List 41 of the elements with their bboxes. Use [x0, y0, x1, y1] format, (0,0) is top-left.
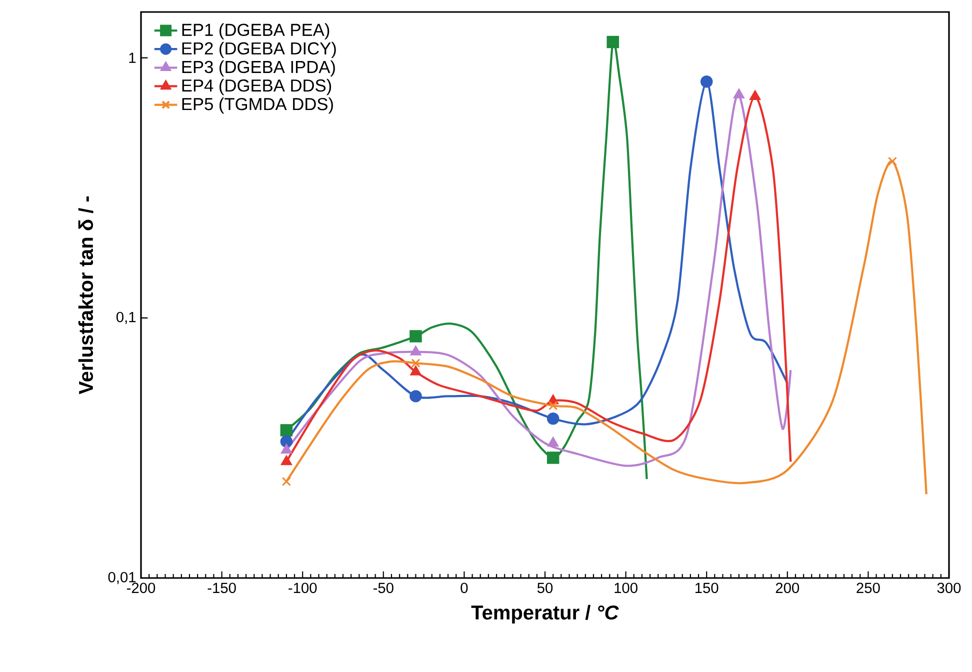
point — [410, 346, 422, 356]
point — [734, 88, 744, 98]
point — [410, 366, 422, 376]
x-tick-label: 300 — [937, 582, 961, 594]
point — [548, 401, 558, 410]
y-tick-label: 0,01 — [108, 572, 136, 584]
point — [546, 452, 560, 464]
point — [410, 330, 422, 342]
point — [411, 358, 420, 368]
point — [750, 90, 760, 100]
x-tick-label: -200 — [126, 582, 156, 594]
x-tick-label: 200 — [776, 582, 800, 594]
x-axis-title: Temperatur / °C — [471, 604, 619, 624]
y-tick-label: 1 — [129, 52, 136, 63]
legend-label: EP3 (DGEBA IPDA) — [182, 60, 335, 77]
y-axis-title: Verlustfaktor tan δ / - — [78, 196, 94, 394]
x-tick-label: -50 — [373, 582, 394, 594]
x-tick-label: 50 — [537, 582, 553, 594]
point — [281, 456, 292, 466]
point — [282, 476, 292, 486]
x-tick-label: 150 — [695, 582, 718, 594]
line-series — [285, 160, 928, 496]
x-tick-label: -100 — [288, 582, 317, 594]
point — [280, 424, 293, 436]
x-tick-label: -150 — [208, 582, 236, 594]
x-tick-label: 0 — [460, 582, 468, 594]
point — [546, 412, 560, 425]
x-tick-label: 100 — [614, 582, 638, 594]
legend-label: EP4 (DGEBA DDS) — [182, 78, 332, 96]
point — [548, 437, 558, 447]
point — [888, 156, 898, 166]
x-tick-label: 250 — [856, 582, 880, 594]
legend-label: EP5 (TGMDA DDS) — [182, 97, 333, 114]
point — [606, 36, 620, 48]
y-tick-label: 0,1 — [116, 312, 136, 324]
legend-label: EP1 (DGEBA PEA) — [182, 23, 330, 40]
point — [700, 75, 713, 88]
point — [410, 390, 422, 402]
legend-label: EP2 (DGEBA DICY) — [182, 42, 336, 58]
point — [280, 435, 293, 448]
point — [281, 444, 292, 454]
